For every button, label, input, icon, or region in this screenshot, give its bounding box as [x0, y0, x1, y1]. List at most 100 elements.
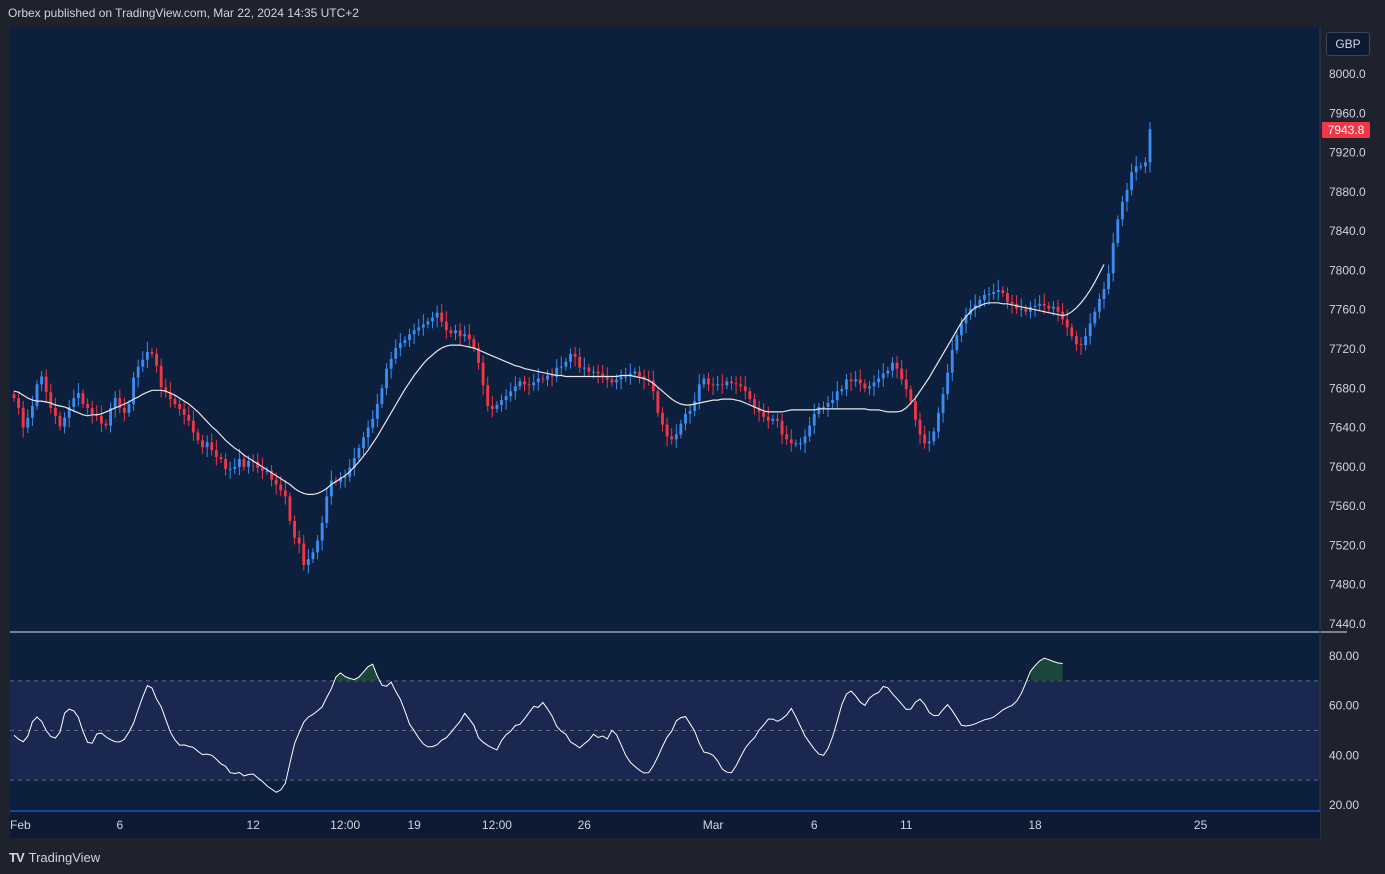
candle-body [495, 404, 499, 409]
candle-body [950, 349, 954, 373]
candle-body [762, 411, 766, 417]
candle-body [122, 407, 126, 413]
candle-body [532, 382, 536, 386]
candle-body [118, 398, 122, 408]
candle-body [17, 398, 21, 408]
candle-body [86, 404, 90, 408]
candle-body [812, 413, 816, 426]
candle-body [863, 383, 867, 389]
candle-body [1033, 305, 1037, 307]
price-tick-label: 7440.0 [1329, 617, 1366, 631]
candle-body [472, 339, 476, 349]
candle-body [1084, 336, 1088, 346]
candle-body [753, 399, 756, 408]
candle-body [886, 370, 890, 374]
candle-body [927, 441, 931, 444]
candle-body [426, 321, 430, 325]
candle-body [909, 389, 913, 402]
candle-body [357, 448, 361, 459]
time-axis[interactable] [10, 812, 1320, 838]
candle-body [822, 406, 825, 408]
candle-body [1134, 166, 1138, 173]
candle-body [697, 384, 701, 402]
candle-body [136, 366, 140, 378]
rsi-line [13, 657, 1063, 793]
candle-body [1088, 323, 1092, 337]
candle-body [99, 415, 103, 424]
currency-selector-button[interactable]: GBP [1326, 32, 1370, 56]
candle-body [481, 362, 485, 386]
candle-body [63, 417, 67, 427]
candle-body [831, 400, 835, 404]
candle-body [182, 408, 186, 415]
candle-body [12, 394, 16, 399]
candle-body [766, 416, 770, 421]
candle-body [173, 399, 177, 404]
rsi-overbought-fill [1030, 658, 1063, 681]
candle-body [274, 479, 278, 485]
candle-body [661, 412, 664, 425]
candle-body [127, 404, 131, 413]
candle-body [992, 292, 996, 294]
candle-body [536, 378, 540, 383]
rsi-axis-labels: 80.00 60.00 40.00 20.00 [1329, 649, 1359, 812]
candle-body [320, 522, 324, 541]
candle-body [242, 459, 246, 467]
candle-body [817, 406, 821, 414]
candle-body [877, 378, 881, 383]
candle-body [716, 384, 720, 386]
candle-body [247, 460, 250, 467]
candle-body [504, 396, 508, 401]
candle-body [1097, 298, 1101, 312]
candle-body [371, 418, 375, 428]
candle-body [67, 406, 71, 418]
candle-body [1065, 319, 1069, 328]
last-price-label: 7943.8 [1322, 122, 1370, 138]
candle-body [1038, 303, 1042, 306]
price-tick-label: 7640.0 [1329, 421, 1366, 435]
candle-body [389, 358, 393, 369]
moving-average-layer [13, 264, 1105, 495]
candle-body [987, 294, 991, 295]
time-tick-label: 6 [811, 818, 818, 832]
candle-body [868, 386, 871, 389]
candle-body [339, 477, 342, 482]
candle-body [440, 312, 444, 322]
tradingview-logo[interactable]: TV TradingView [9, 850, 100, 865]
candle-body [748, 391, 752, 400]
candle-body [228, 468, 232, 470]
candle-body [1107, 273, 1111, 290]
tradingview-brand-text: TradingView [28, 850, 101, 865]
candle-body [375, 404, 379, 419]
candle-body [141, 359, 145, 367]
candle-body [610, 379, 614, 383]
candle-body [569, 353, 572, 362]
candle-body [417, 327, 421, 331]
candle-body [707, 378, 710, 385]
price-tick-label: 7520.0 [1329, 538, 1366, 552]
candle-body [674, 434, 678, 440]
candle-body [1042, 303, 1046, 306]
candle-body [881, 373, 885, 379]
candle-body [596, 371, 600, 374]
candle-body [789, 439, 793, 444]
candle-body [688, 410, 692, 414]
candle-body [72, 398, 76, 407]
candle-body [49, 392, 53, 408]
candle-body [256, 461, 260, 468]
candle-body [1143, 162, 1147, 167]
candle-body [458, 330, 462, 337]
time-tick-label: 19 [407, 818, 421, 832]
candle-body [527, 384, 531, 386]
candle-body [849, 379, 853, 382]
candle-body [946, 372, 950, 395]
candle-body [771, 418, 775, 421]
price-tick-label: 7800.0 [1329, 263, 1366, 277]
candle-body [509, 391, 513, 397]
candle-body [325, 496, 329, 523]
candle-body [845, 379, 848, 390]
candle-body [435, 312, 439, 318]
candle-body [311, 552, 315, 560]
price-tick-label: 7880.0 [1329, 185, 1366, 199]
